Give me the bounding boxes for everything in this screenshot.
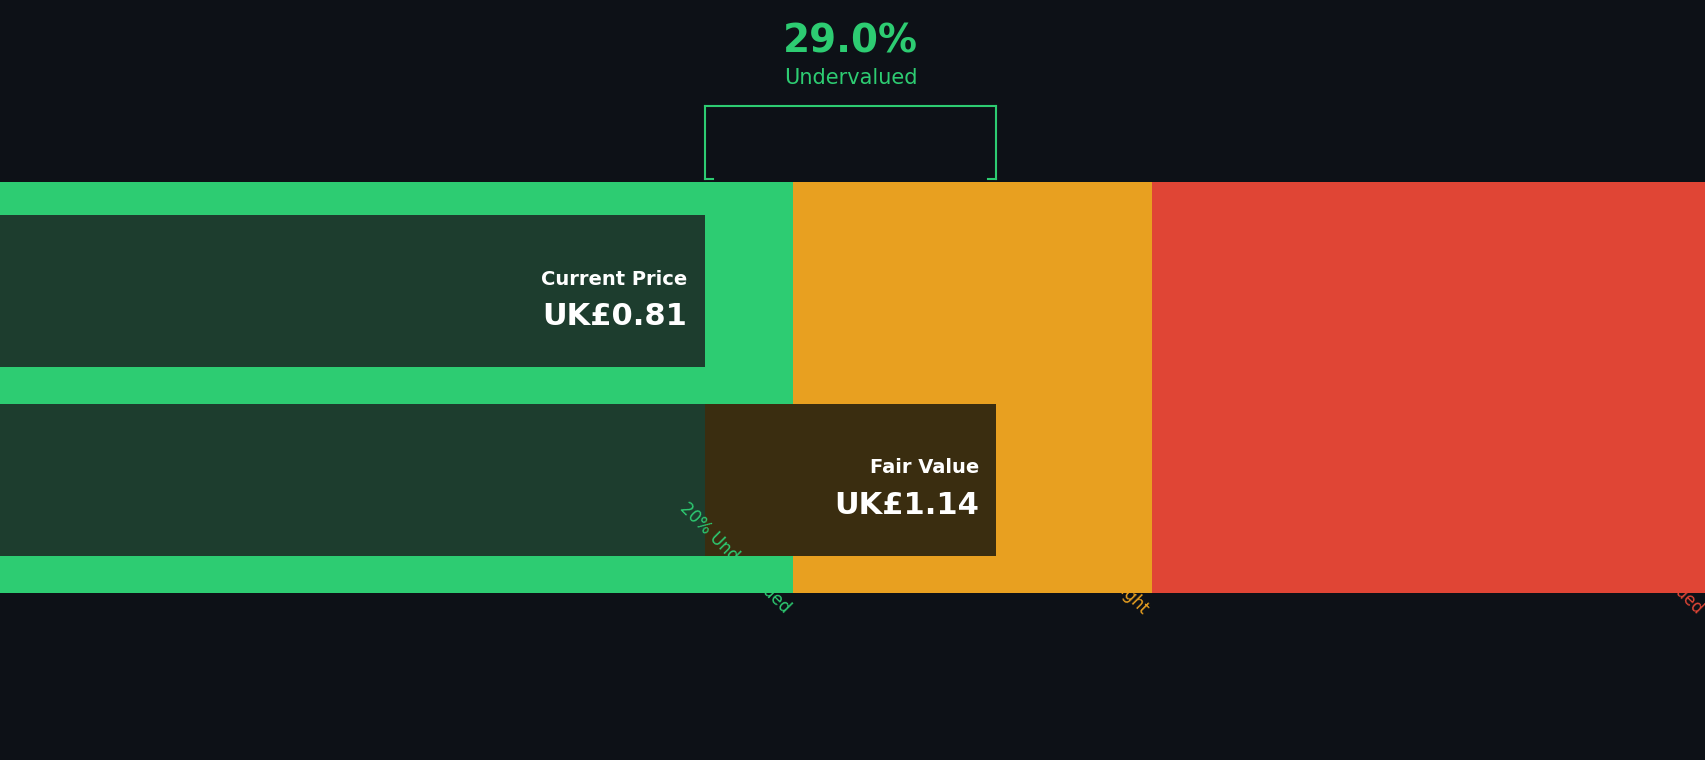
- Text: Fair Value: Fair Value: [870, 458, 979, 477]
- Text: 29.0%: 29.0%: [783, 23, 917, 61]
- Text: Undervalued: Undervalued: [783, 68, 917, 87]
- Bar: [0, 215, 704, 367]
- Bar: [0, 404, 996, 556]
- Text: 20% Undervalued: 20% Undervalued: [675, 499, 793, 617]
- Bar: [793, 182, 1151, 593]
- Text: UK£0.81: UK£0.81: [542, 302, 687, 331]
- Text: About Right: About Right: [1069, 535, 1151, 617]
- Bar: [704, 404, 996, 556]
- Bar: [1151, 182, 1705, 593]
- Text: Current Price: Current Price: [540, 270, 687, 289]
- Text: 20% Overvalued: 20% Overvalued: [1594, 507, 1705, 617]
- Bar: [0, 182, 793, 593]
- Text: UK£1.14: UK£1.14: [834, 491, 979, 521]
